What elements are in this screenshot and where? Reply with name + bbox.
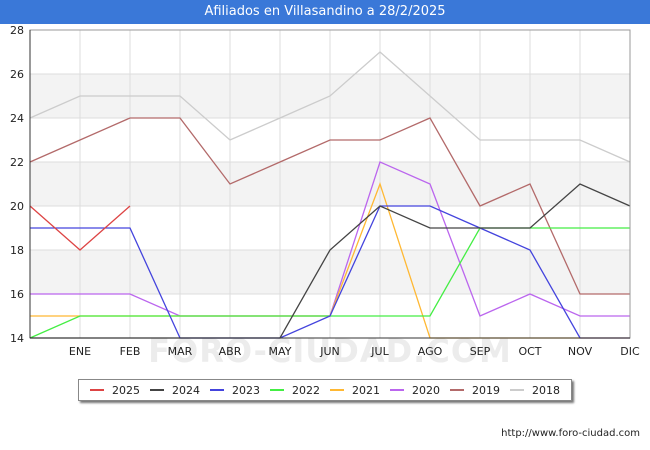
legend-swatch — [390, 389, 404, 391]
legend-label: 2018 — [532, 383, 560, 397]
x-tick-label: MAY — [269, 345, 292, 358]
footer-url: http://www.foro-ciudad.com — [501, 428, 640, 439]
x-tick-labels: ENE FEB MAR ABR MAY JUN JUL AGO SEP OCT NOV DIC — [69, 345, 640, 358]
legend-label: 2024 — [172, 383, 200, 397]
x-tick-label: ABR — [219, 345, 242, 358]
legend-item-2019: 2019 — [450, 384, 500, 397]
x-tick-label: OCT — [518, 345, 541, 358]
series-line-2019 — [29, 117, 630, 295]
y-tick-label: 16 — [10, 288, 24, 301]
x-tick-label: ENE — [69, 345, 91, 358]
legend-swatch — [270, 389, 284, 391]
x-tick-label: SEP — [470, 345, 491, 358]
y-tick-label: 24 — [10, 112, 24, 125]
series-line-2018 — [29, 51, 631, 163]
y-tick-label: 26 — [10, 68, 24, 81]
legend-label: 2021 — [352, 383, 380, 397]
y-tick-label: 22 — [10, 156, 24, 169]
y-tick-labels: 14 16 18 20 22 24 26 28 — [10, 24, 24, 345]
legend-swatch — [90, 389, 104, 391]
x-tick-label: FEB — [120, 345, 141, 358]
y-tick-label: 20 — [10, 200, 24, 213]
chart-title: Afiliados en Villasandino a 28/2/2025 — [204, 4, 446, 19]
legend-swatch — [450, 389, 464, 391]
legend-swatch — [510, 389, 524, 391]
x-tick-label: NOV — [568, 345, 593, 358]
legend-item-2023: 2023 — [210, 384, 260, 397]
y-tick-label: 18 — [10, 244, 24, 257]
legend-item-2018: 2018 — [510, 384, 560, 397]
series-line-2025 — [29, 205, 131, 251]
legend-swatch — [210, 389, 224, 391]
legend-swatch — [150, 389, 164, 391]
legend: 2025 2024 2023 2022 2021 2020 2019 2018 — [78, 379, 572, 401]
x-tick-label: JUN — [319, 345, 340, 358]
title-bar — [0, 0, 650, 24]
series-line-2023 — [30, 205, 630, 339]
legend-item-2020: 2020 — [390, 384, 440, 397]
x-tick-label: JUL — [370, 345, 389, 358]
x-tick-label: DIC — [620, 345, 640, 358]
legend-item-2024: 2024 — [150, 384, 200, 397]
legend-label: 2019 — [472, 383, 500, 397]
legend-swatch — [330, 389, 344, 391]
axes — [29, 29, 631, 339]
y-tick-label: 14 — [10, 332, 24, 345]
legend-item-2022: 2022 — [270, 384, 320, 397]
legend-item-2021: 2021 — [330, 384, 380, 397]
legend-label: 2020 — [412, 383, 440, 397]
legend-label: 2023 — [232, 383, 260, 397]
x-tick-label: MAR — [168, 345, 193, 358]
legend-label: 2025 — [112, 383, 140, 397]
legend-item-2025: 2025 — [90, 384, 140, 397]
legend-label: 2022 — [292, 383, 320, 397]
y-tick-label: 28 — [10, 24, 24, 37]
x-tick-label: AGO — [418, 345, 443, 358]
